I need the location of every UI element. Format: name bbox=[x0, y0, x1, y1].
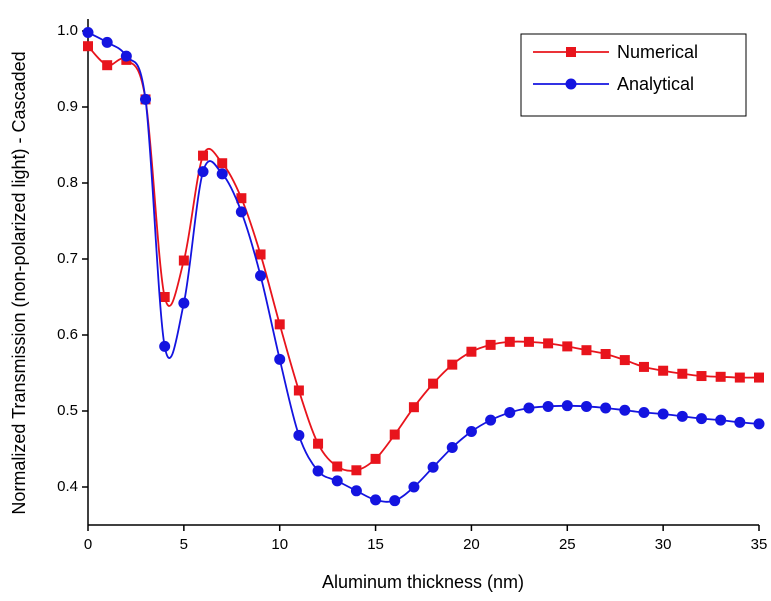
data-point bbox=[102, 60, 113, 71]
data-point bbox=[580, 400, 592, 412]
data-point bbox=[676, 410, 688, 422]
data-point bbox=[313, 438, 324, 449]
data-point bbox=[312, 465, 324, 477]
data-point bbox=[677, 368, 688, 379]
data-point bbox=[485, 414, 497, 426]
data-point bbox=[638, 361, 649, 372]
data-point bbox=[523, 336, 534, 347]
data-point bbox=[389, 429, 400, 440]
data-point bbox=[581, 345, 592, 356]
data-point bbox=[332, 461, 343, 472]
data-point bbox=[235, 206, 247, 218]
data-point bbox=[370, 453, 381, 464]
data-point bbox=[274, 319, 285, 330]
x-tick-label: 25 bbox=[559, 536, 576, 553]
x-tick-label: 30 bbox=[655, 536, 672, 553]
data-point bbox=[753, 418, 765, 430]
data-point bbox=[293, 429, 305, 441]
data-point bbox=[140, 93, 152, 105]
data-point bbox=[351, 465, 362, 476]
data-point bbox=[408, 402, 419, 413]
legend-box bbox=[520, 33, 747, 117]
data-point bbox=[83, 41, 93, 52]
data-point bbox=[178, 255, 189, 266]
x-tick-label: 20 bbox=[463, 536, 480, 553]
data-point bbox=[198, 150, 209, 161]
data-point bbox=[159, 292, 170, 302]
data-point bbox=[446, 441, 458, 453]
data-point bbox=[619, 404, 631, 416]
y-tick-label: 0.7 bbox=[57, 250, 78, 267]
data-point bbox=[485, 339, 496, 350]
x-tick-label: 10 bbox=[271, 536, 288, 553]
data-point bbox=[408, 481, 420, 493]
data-point bbox=[178, 297, 190, 309]
data-point bbox=[389, 495, 401, 507]
data-point bbox=[600, 349, 611, 359]
data-point bbox=[695, 413, 707, 425]
data-point bbox=[715, 414, 727, 426]
x-axis-title: Aluminum thickness (nm) bbox=[322, 572, 524, 592]
data-point bbox=[638, 407, 650, 419]
data-point bbox=[216, 168, 228, 180]
data-point bbox=[734, 416, 746, 428]
y-tick-label: 0.5 bbox=[57, 402, 78, 419]
data-point bbox=[217, 158, 228, 169]
legend-marker bbox=[566, 47, 576, 57]
data-point bbox=[542, 400, 554, 412]
x-tick-label: 15 bbox=[367, 536, 384, 553]
data-point bbox=[504, 336, 515, 347]
data-point bbox=[600, 402, 612, 414]
y-tick-label: 1.0 bbox=[57, 22, 78, 39]
data-point bbox=[236, 193, 247, 204]
data-point bbox=[293, 385, 304, 396]
y-tick-label: 0.4 bbox=[57, 478, 78, 495]
data-point bbox=[543, 338, 554, 349]
data-point bbox=[657, 408, 669, 420]
data-point bbox=[82, 27, 94, 39]
data-point bbox=[120, 50, 132, 62]
data-point bbox=[428, 378, 439, 389]
data-point bbox=[255, 270, 267, 282]
data-point bbox=[561, 400, 573, 412]
data-point bbox=[715, 371, 726, 382]
x-tick-label: 5 bbox=[180, 536, 188, 553]
legend-marker bbox=[565, 78, 577, 90]
data-point bbox=[427, 461, 439, 473]
data-point bbox=[619, 355, 630, 366]
data-point bbox=[159, 340, 171, 352]
data-point bbox=[734, 372, 745, 383]
legend-label: Numerical bbox=[617, 42, 698, 62]
data-point bbox=[274, 353, 286, 365]
x-tick-label: 0 bbox=[84, 536, 92, 553]
data-point bbox=[447, 359, 458, 370]
data-point bbox=[465, 426, 477, 438]
data-point bbox=[197, 166, 209, 178]
data-point bbox=[504, 407, 516, 419]
data-point bbox=[696, 371, 707, 382]
data-point bbox=[466, 346, 477, 357]
legend-label: Analytical bbox=[617, 74, 694, 94]
x-tick-label: 35 bbox=[751, 536, 768, 553]
data-point bbox=[101, 36, 113, 48]
y-tick-label: 0.9 bbox=[57, 98, 78, 115]
data-point bbox=[754, 372, 764, 383]
data-point bbox=[562, 341, 573, 352]
data-point bbox=[255, 249, 266, 260]
data-point bbox=[370, 494, 382, 506]
data-point bbox=[523, 402, 535, 414]
data-point bbox=[350, 485, 362, 497]
y-tick-label: 0.8 bbox=[57, 174, 78, 191]
y-axis-title: Normalized Transmission (non-polarized l… bbox=[9, 51, 29, 514]
y-tick-label: 0.6 bbox=[57, 326, 78, 343]
data-point bbox=[658, 365, 669, 376]
data-point bbox=[331, 475, 343, 487]
